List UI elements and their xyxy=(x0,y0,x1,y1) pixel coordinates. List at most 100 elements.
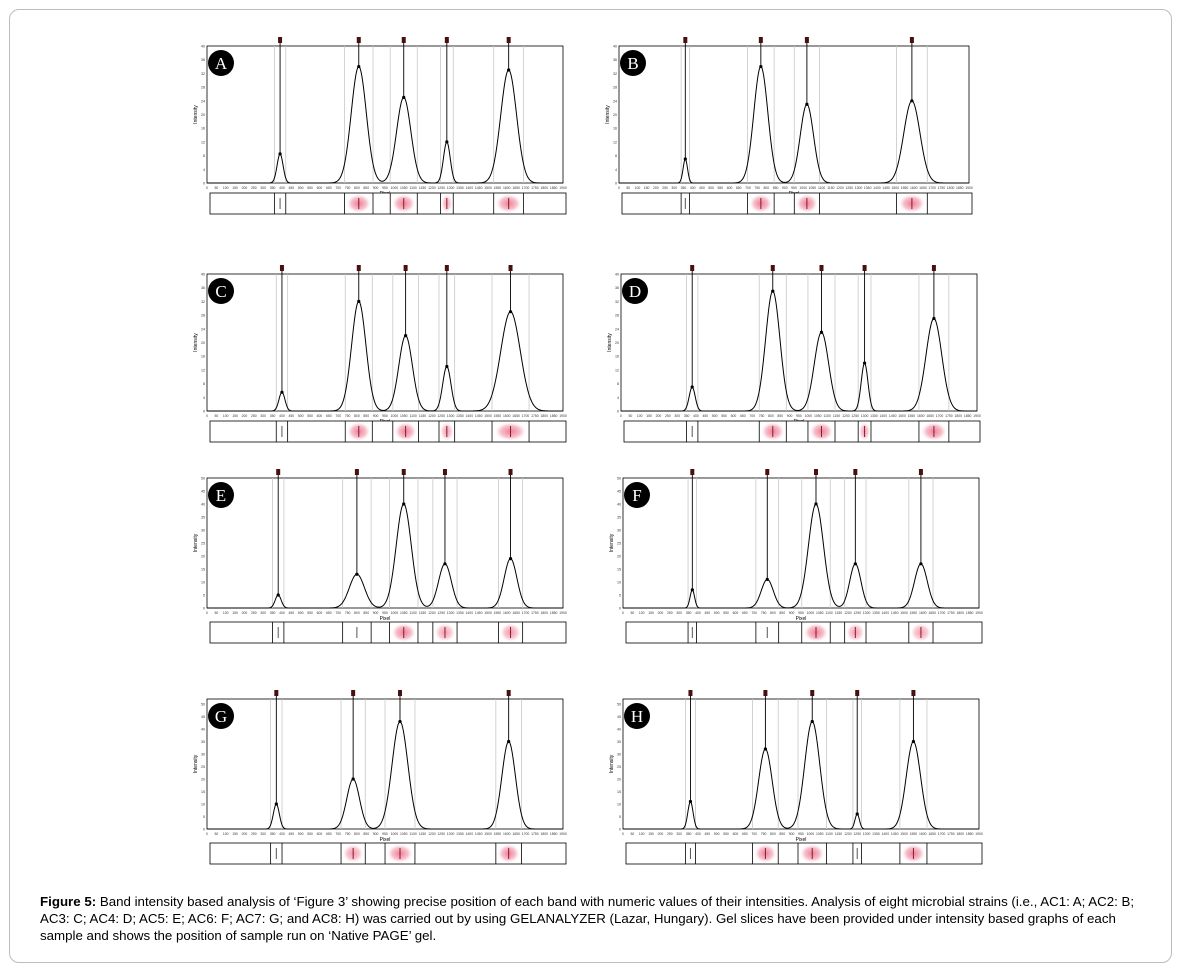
panel-letter-badge xyxy=(622,278,648,304)
x-tick-label: 250 xyxy=(251,186,257,190)
x-tick-label: 250 xyxy=(251,611,257,615)
y-tick-label: 45 xyxy=(617,715,621,719)
x-tick-label: 0 xyxy=(620,414,622,418)
x-tick-label: 50 xyxy=(214,611,218,615)
x-tick-label: 700 xyxy=(745,186,751,190)
y-tick-label: 5 xyxy=(619,815,621,819)
y-tick-label: 25 xyxy=(617,542,621,546)
x-tick-label: 100 xyxy=(223,414,229,418)
x-tick-label: 650 xyxy=(326,414,332,418)
band-marker xyxy=(810,690,815,696)
x-tick-label: 600 xyxy=(731,414,737,418)
x-tick-label: 1450 xyxy=(475,832,483,836)
x-tick-label: 0 xyxy=(206,186,208,190)
panel-letter-badge xyxy=(620,50,646,76)
y-tick-label: 32 xyxy=(201,300,205,304)
y-tick-label: 32 xyxy=(201,72,205,76)
x-tick-label: 100 xyxy=(223,186,229,190)
x-tick-label: 1850 xyxy=(956,186,964,190)
peak-point xyxy=(274,802,278,806)
x-tick-label: 1400 xyxy=(882,832,890,836)
x-tick-label: 1000 xyxy=(391,832,399,836)
x-tick-label: 450 xyxy=(288,611,294,615)
x-tick-label: 1850 xyxy=(550,414,558,418)
x-tick-label: 0 xyxy=(618,186,620,190)
plot-area xyxy=(206,45,564,184)
x-tick-label: 350 xyxy=(270,186,276,190)
x-tick-label: 1050 xyxy=(400,414,408,418)
x-tick-label: 850 xyxy=(363,611,369,615)
x-tick-label: 100 xyxy=(637,414,643,418)
panel-letter-badge xyxy=(208,703,234,729)
x-tick-label: 500 xyxy=(712,414,718,418)
x-tick-label: 1800 xyxy=(956,611,964,615)
x-tick-label: 1050 xyxy=(809,186,817,190)
x-tick-label: 450 xyxy=(704,832,710,836)
band-marker xyxy=(690,265,695,271)
x-tick-label: 750 xyxy=(761,832,767,836)
x-tick-label: 650 xyxy=(326,832,332,836)
x-tick-label: 500 xyxy=(714,832,720,836)
x-tick-label: 200 xyxy=(242,414,248,418)
peak-point xyxy=(819,330,824,334)
x-tick-label: 300 xyxy=(260,832,266,836)
x-tick-label: 500 xyxy=(298,414,304,418)
y-tick-label: 32 xyxy=(613,72,617,76)
panel-letter-badge xyxy=(624,482,650,508)
x-tick-label: 1150 xyxy=(419,611,426,615)
y-tick-label: 36 xyxy=(613,58,617,62)
intensity-curve xyxy=(207,503,563,609)
x-tick-label: 750 xyxy=(345,611,351,615)
y-tick-label: 15 xyxy=(201,790,205,794)
x-tick-label: 750 xyxy=(345,186,351,190)
band-marker xyxy=(354,469,359,475)
x-tick-label: 500 xyxy=(298,832,304,836)
x-tick-label: 550 xyxy=(307,832,313,836)
x-tick-label: 1100 xyxy=(409,186,416,190)
peak-point xyxy=(276,593,280,597)
x-tick-label: 1550 xyxy=(494,414,502,418)
y-axis-label: Intensity xyxy=(609,754,615,773)
x-tick-label: 750 xyxy=(761,611,767,615)
band-marker xyxy=(804,37,809,43)
peak-point xyxy=(508,310,513,314)
x-tick-label: 200 xyxy=(658,611,664,615)
x-tick-label: 800 xyxy=(770,832,776,836)
x-tick-label: 1850 xyxy=(550,611,558,615)
x-tick-label: 1200 xyxy=(428,186,436,190)
x-tick-label: 1050 xyxy=(400,186,408,190)
x-tick-label: 0 xyxy=(622,611,624,615)
x-tick-label: 350 xyxy=(686,832,692,836)
x-tick-label: 950 xyxy=(382,832,388,836)
x-tick-label: 250 xyxy=(662,186,668,190)
figure-caption: Figure 5: Band intensity based analysis … xyxy=(40,893,1145,944)
x-tick-label: 1800 xyxy=(540,611,548,615)
x-tick-label: 1350 xyxy=(870,414,878,418)
x-tick-label: 1450 xyxy=(889,414,897,418)
x-tick-label: 1700 xyxy=(522,832,530,836)
x-tick-label: 400 xyxy=(279,414,285,418)
x-tick-label: 700 xyxy=(751,832,757,836)
x-tick-label: 1700 xyxy=(522,414,530,418)
x-tick-label: 900 xyxy=(787,414,793,418)
x-tick-label: 600 xyxy=(727,186,733,190)
y-tick-label: 12 xyxy=(613,140,617,144)
x-tick-label: 1500 xyxy=(484,611,492,615)
x-tick-label: 1200 xyxy=(428,414,436,418)
band-marker xyxy=(401,469,406,475)
x-tick-label: 1100 xyxy=(825,832,832,836)
y-tick-label: 0 xyxy=(617,410,619,414)
x-tick-label: 700 xyxy=(335,186,341,190)
band-marker xyxy=(356,37,361,43)
x-tick-label: 1100 xyxy=(409,832,416,836)
peak-point xyxy=(278,152,282,156)
x-tick-label: 400 xyxy=(695,832,701,836)
x-tick-label: 1800 xyxy=(540,832,548,836)
x-tick-label: 150 xyxy=(648,611,654,615)
x-tick-label: 100 xyxy=(639,611,645,615)
x-tick-label: 650 xyxy=(736,186,742,190)
y-tick-label: 20 xyxy=(201,778,205,782)
band-marker xyxy=(276,469,281,475)
x-tick-label: 650 xyxy=(742,611,748,615)
